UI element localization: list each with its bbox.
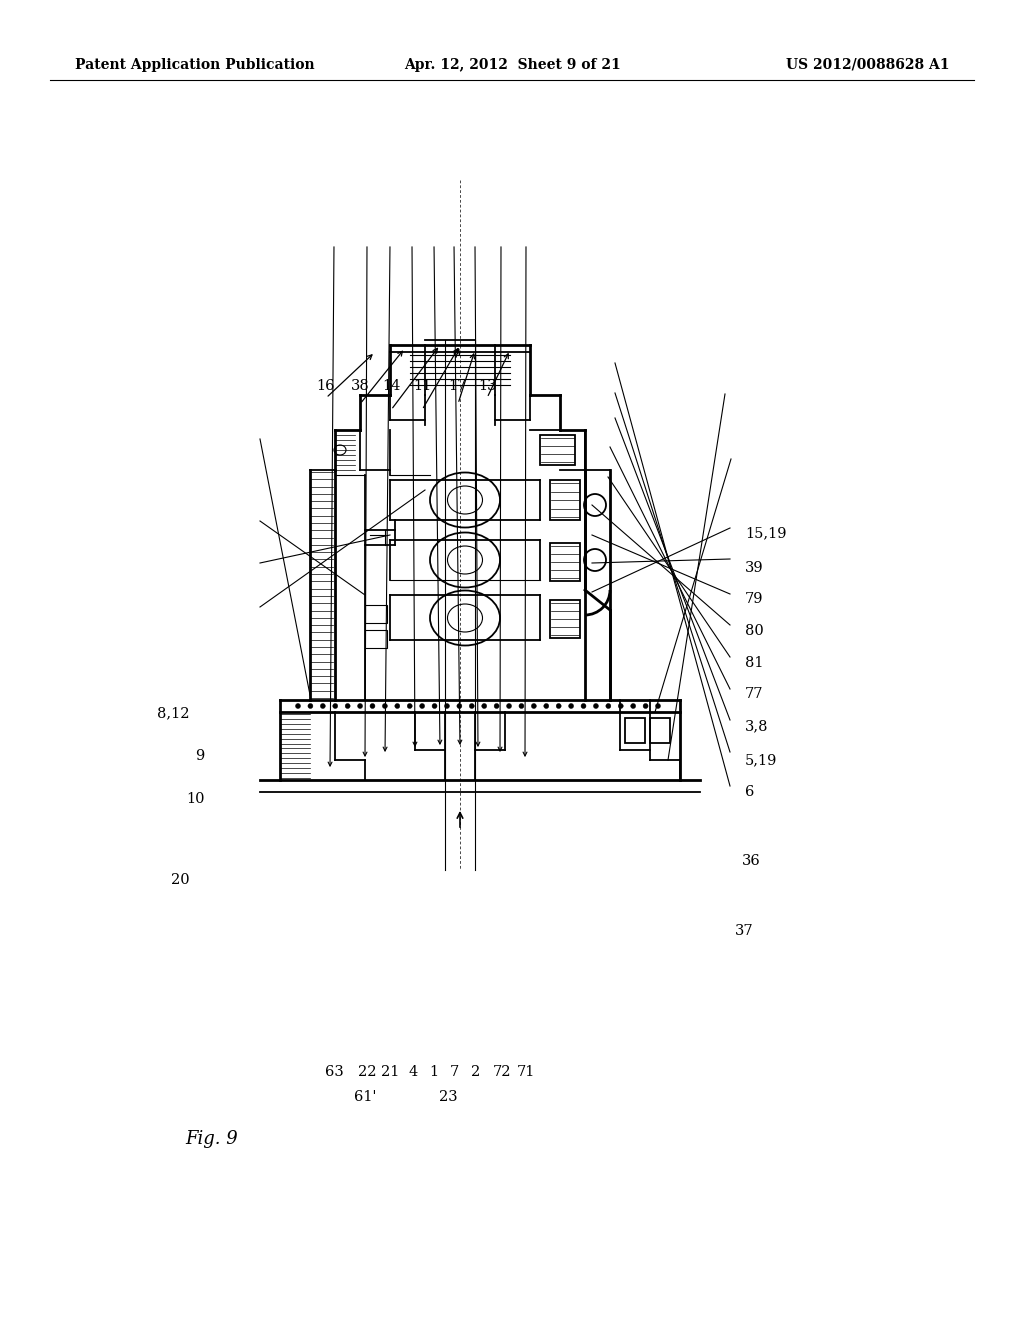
Text: Apr. 12, 2012  Sheet 9 of 21: Apr. 12, 2012 Sheet 9 of 21 bbox=[403, 58, 621, 73]
Bar bbox=[540, 436, 575, 465]
Bar bbox=[550, 601, 580, 638]
Text: 16: 16 bbox=[316, 379, 335, 393]
Text: Fig. 9: Fig. 9 bbox=[185, 1130, 238, 1148]
Ellipse shape bbox=[444, 704, 450, 709]
Text: 9: 9 bbox=[196, 750, 205, 763]
Text: 7: 7 bbox=[450, 1065, 460, 1080]
Text: 36: 36 bbox=[741, 854, 760, 867]
Ellipse shape bbox=[395, 704, 399, 709]
Ellipse shape bbox=[531, 704, 537, 709]
Text: 14: 14 bbox=[382, 379, 400, 393]
Ellipse shape bbox=[618, 704, 624, 709]
Text: 77: 77 bbox=[745, 688, 764, 701]
Ellipse shape bbox=[432, 704, 437, 709]
Ellipse shape bbox=[345, 704, 350, 709]
Text: 2: 2 bbox=[470, 1065, 480, 1080]
Text: 15,19: 15,19 bbox=[745, 527, 786, 540]
Ellipse shape bbox=[556, 704, 561, 709]
Text: 79: 79 bbox=[745, 593, 764, 606]
Text: 63: 63 bbox=[326, 1065, 344, 1080]
Text: 6: 6 bbox=[745, 785, 755, 799]
Bar bbox=[650, 718, 670, 743]
Text: 80: 80 bbox=[745, 624, 764, 638]
Ellipse shape bbox=[568, 704, 573, 709]
Text: 38: 38 bbox=[351, 379, 370, 393]
Text: 21: 21 bbox=[381, 1065, 399, 1080]
Text: 81: 81 bbox=[745, 656, 764, 669]
Text: 22: 22 bbox=[358, 1065, 377, 1080]
Ellipse shape bbox=[581, 704, 586, 709]
Text: 37: 37 bbox=[735, 924, 754, 937]
Ellipse shape bbox=[655, 704, 660, 709]
Text: 20: 20 bbox=[171, 874, 189, 887]
Ellipse shape bbox=[606, 704, 611, 709]
Text: 13: 13 bbox=[478, 379, 497, 393]
Ellipse shape bbox=[631, 704, 636, 709]
Text: 61': 61' bbox=[354, 1090, 377, 1105]
Ellipse shape bbox=[519, 704, 524, 709]
Bar bbox=[365, 630, 387, 648]
Ellipse shape bbox=[594, 704, 598, 709]
Text: 4: 4 bbox=[408, 1065, 418, 1080]
Text: 3,8: 3,8 bbox=[745, 719, 768, 733]
Text: 39: 39 bbox=[745, 561, 764, 574]
Bar bbox=[365, 605, 387, 623]
Ellipse shape bbox=[420, 704, 425, 709]
Text: 8,12: 8,12 bbox=[157, 706, 189, 719]
Bar bbox=[550, 480, 580, 520]
Text: 71: 71 bbox=[517, 1065, 536, 1080]
Ellipse shape bbox=[481, 704, 486, 709]
Ellipse shape bbox=[544, 704, 549, 709]
Ellipse shape bbox=[333, 704, 338, 709]
Bar bbox=[550, 543, 580, 581]
Ellipse shape bbox=[308, 704, 313, 709]
Ellipse shape bbox=[382, 704, 387, 709]
Ellipse shape bbox=[370, 704, 375, 709]
Text: 10: 10 bbox=[186, 792, 205, 805]
Ellipse shape bbox=[296, 704, 300, 709]
Ellipse shape bbox=[643, 704, 648, 709]
Ellipse shape bbox=[495, 704, 499, 709]
Ellipse shape bbox=[408, 704, 413, 709]
Text: 11: 11 bbox=[413, 379, 431, 393]
Text: 1: 1 bbox=[430, 1065, 438, 1080]
Text: 23: 23 bbox=[439, 1090, 458, 1105]
Text: 5,19: 5,19 bbox=[745, 754, 777, 767]
Text: 17: 17 bbox=[449, 379, 467, 393]
Text: US 2012/0088628 A1: US 2012/0088628 A1 bbox=[786, 58, 950, 73]
Ellipse shape bbox=[507, 704, 512, 709]
Ellipse shape bbox=[469, 704, 474, 709]
Text: Patent Application Publication: Patent Application Publication bbox=[75, 58, 314, 73]
Ellipse shape bbox=[321, 704, 326, 709]
Ellipse shape bbox=[457, 704, 462, 709]
Bar bbox=[625, 718, 645, 743]
Ellipse shape bbox=[357, 704, 362, 709]
Text: 72: 72 bbox=[493, 1065, 511, 1080]
